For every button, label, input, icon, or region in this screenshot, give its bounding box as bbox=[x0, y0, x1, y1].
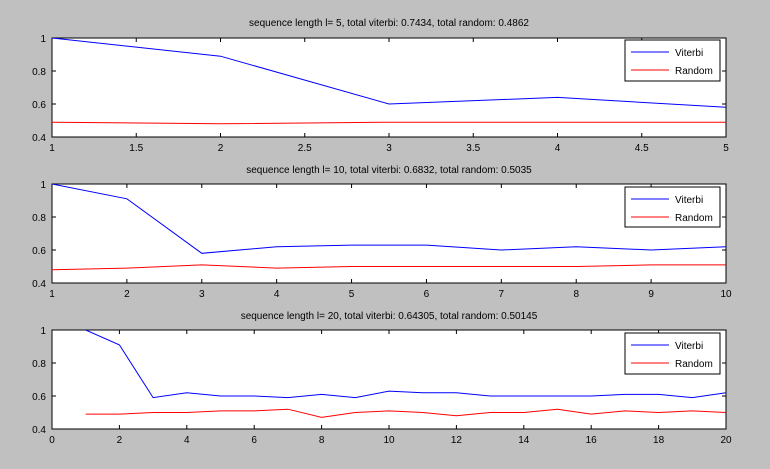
subplot-1: sequence length l= 5, total viterbi: 0.7… bbox=[32, 18, 729, 154]
y-tick-label: 0.8 bbox=[32, 213, 46, 224]
x-tick-label: 16 bbox=[586, 435, 598, 446]
y-tick-label: 0.6 bbox=[32, 100, 46, 111]
x-tick-label: 12 bbox=[451, 435, 463, 446]
series-line-random bbox=[85, 408, 726, 418]
x-tick-label: 10 bbox=[383, 435, 395, 446]
y-tick-label: 0.4 bbox=[32, 133, 46, 144]
x-tick-label: 4 bbox=[274, 289, 280, 300]
x-tick-label: 4 bbox=[184, 435, 190, 446]
y-tick-label: 0.4 bbox=[32, 279, 46, 290]
legend-label: Viterbi bbox=[675, 195, 703, 206]
x-tick-label: 5 bbox=[349, 289, 355, 300]
x-tick-label: 9 bbox=[648, 289, 654, 300]
y-tick-label: 0.8 bbox=[32, 359, 46, 370]
x-tick-label: 3 bbox=[199, 289, 205, 300]
x-tick-label: 4.5 bbox=[635, 143, 649, 154]
series-line-viterbi bbox=[52, 184, 726, 254]
x-tick-label: 6 bbox=[251, 435, 257, 446]
y-tick-label: 1 bbox=[40, 180, 46, 191]
x-tick-label: 3 bbox=[386, 143, 392, 154]
x-tick-label: 5 bbox=[723, 143, 729, 154]
series-line-viterbi bbox=[52, 38, 726, 108]
y-tick-label: 1 bbox=[40, 34, 46, 45]
x-tick-label: 8 bbox=[573, 289, 579, 300]
x-tick-label: 4 bbox=[555, 143, 561, 154]
series-line-random bbox=[52, 264, 726, 271]
subplot-3: sequence length l= 20, total viterbi: 0.… bbox=[32, 311, 732, 446]
legend-label: Random bbox=[675, 213, 713, 224]
plot-area bbox=[51, 37, 727, 138]
x-tick-label: 2 bbox=[124, 289, 130, 300]
y-tick-label: 1 bbox=[40, 326, 46, 337]
subplot-2: sequence length l= 10, total viterbi: 0.… bbox=[32, 165, 732, 300]
x-tick-label: 8 bbox=[319, 435, 325, 446]
chart-title: sequence length l= 10, total viterbi: 0.… bbox=[246, 165, 532, 176]
y-tick-label: 0.4 bbox=[32, 425, 46, 436]
x-tick-label: 6 bbox=[424, 289, 430, 300]
chart-title: sequence length l= 5, total viterbi: 0.7… bbox=[249, 18, 529, 29]
x-tick-label: 14 bbox=[518, 435, 530, 446]
x-tick-label: 18 bbox=[653, 435, 665, 446]
x-tick-label: 1 bbox=[49, 289, 55, 300]
x-tick-label: 10 bbox=[720, 289, 732, 300]
legend-label: Random bbox=[675, 359, 713, 370]
chart-title: sequence length l= 20, total viterbi: 0.… bbox=[241, 311, 538, 322]
legend-box bbox=[624, 39, 721, 82]
x-tick-label: 0 bbox=[49, 435, 55, 446]
x-tick-label: 3.5 bbox=[466, 143, 480, 154]
legend-box bbox=[624, 186, 721, 228]
series-line-viterbi bbox=[85, 330, 726, 399]
y-tick-label: 0.8 bbox=[32, 67, 46, 78]
legend-label: Random bbox=[675, 66, 713, 77]
x-tick-label: 1.5 bbox=[129, 143, 143, 154]
x-tick-label: 20 bbox=[720, 435, 732, 446]
x-tick-label: 1 bbox=[49, 143, 55, 154]
series-line-random bbox=[52, 121, 726, 125]
x-tick-label: 7 bbox=[499, 289, 505, 300]
legend-label: Viterbi bbox=[675, 48, 703, 59]
x-tick-label: 2 bbox=[117, 435, 123, 446]
legend: Viterbi Random bbox=[624, 332, 721, 375]
y-tick-label: 0.6 bbox=[32, 246, 46, 257]
y-tick-label: 0.6 bbox=[32, 392, 46, 403]
legend: Viterbi Random bbox=[624, 186, 721, 228]
x-tick-label: 2 bbox=[218, 143, 224, 154]
legend-box bbox=[624, 332, 721, 375]
x-tick-label: 2.5 bbox=[298, 143, 312, 154]
legend-label: Viterbi bbox=[675, 341, 703, 352]
legend: Viterbi Random bbox=[624, 39, 721, 82]
